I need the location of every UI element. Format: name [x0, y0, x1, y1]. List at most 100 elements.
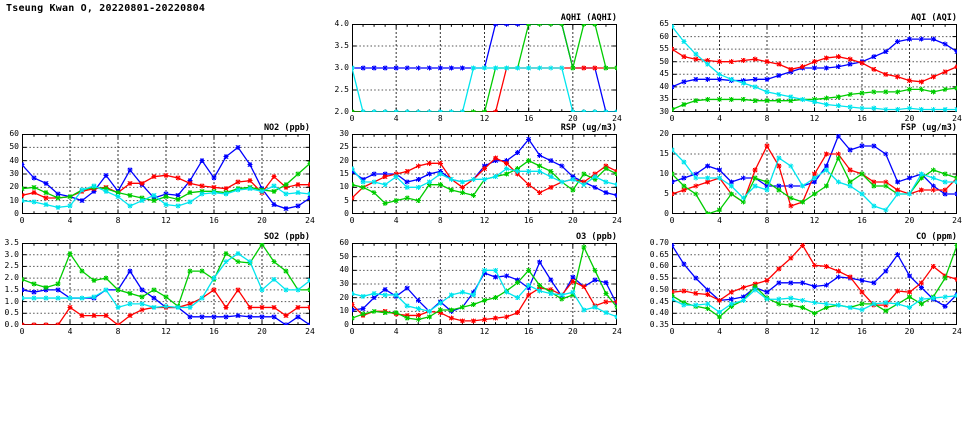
panel-fsp: FSP (ug/m3) 0 5 10 15 20 0 4 8 12 16 20 24	[659, 123, 961, 225]
x-tick-label: 8	[437, 114, 443, 123]
panel-title-fsp: FSP (ug/m3)	[900, 123, 957, 133]
x-tick-label: 8	[764, 114, 770, 123]
y-tick-label: 10	[9, 195, 19, 205]
y-tick-label: 40	[9, 155, 19, 165]
x-tick-label: 0	[349, 327, 355, 336]
y-tick-label: 0.45	[649, 296, 669, 306]
x-tick-label: 24	[612, 216, 622, 225]
x-tick-label: 12	[161, 216, 171, 225]
y-tick-label: 20	[339, 155, 349, 165]
x-tick-label: 0	[669, 216, 675, 225]
y-tick-label: 5	[344, 195, 349, 205]
y-tick-label: 0.50	[649, 284, 669, 294]
panel-aqhi: AQHI (AQHI) 2.0 2.5 3.0 3.5 4.0 0 4 8 12 16 20 24	[335, 13, 622, 123]
y-tick-label: 0.0	[4, 320, 19, 329]
x-tick-label: 0	[669, 327, 675, 336]
y-tick-label: 3.0	[334, 63, 349, 72]
x-tick-label: 8	[437, 327, 443, 336]
y-tick-label: 15	[339, 169, 349, 178]
y-tick-label: 0.35	[649, 320, 669, 329]
plot-area-aqhi	[352, 24, 617, 112]
x-tick-label: 4	[393, 327, 399, 336]
x-tick-label: 0	[19, 327, 25, 336]
x-tick-label: 4	[717, 327, 722, 336]
panel-no2: NO2 (ppb) 0 10 20 30 40 50 60 0 4 8 12 16 20 24	[9, 123, 314, 225]
panel-title-aqhi: AQHI (AQHI)	[560, 13, 617, 23]
y-tick-label: 3.5	[4, 238, 19, 247]
x-tick-label: 4	[717, 114, 722, 123]
y-tick-label: 0.65	[649, 249, 669, 259]
y-tick-label: 3.5	[334, 41, 349, 50]
y-tick-label: 20	[9, 182, 19, 192]
y-tick-label: 0.40	[649, 308, 669, 318]
x-tick-label: 24	[952, 114, 962, 123]
x-tick-label: 16	[523, 327, 534, 336]
x-tick-label: 16	[209, 216, 219, 225]
y-tick-label: 25	[339, 142, 349, 152]
x-tick-label: 0	[349, 216, 355, 225]
panel-rsp: RSP (ug/m3) 0 5 10 15 20 25 30 0 4 8 12 16 20 24	[339, 123, 621, 225]
plot-area-co	[672, 243, 957, 325]
panel-co: CO (ppm) 0.35 0.40 0.45 0.50 0.55 0.60 0.65 0.70…	[650, 232, 962, 336]
y-tick-label: 10	[339, 182, 349, 192]
x-tick-label: 20	[568, 216, 578, 225]
x-tick-label: 0	[19, 216, 25, 225]
plot-area-rsp	[352, 134, 617, 214]
plot-area-no2	[22, 134, 310, 214]
x-tick-label: 24	[952, 216, 962, 225]
x-tick-label: 8	[115, 327, 121, 336]
y-tick-label: 30	[339, 129, 349, 138]
plot-area-o3	[352, 243, 617, 325]
x-tick-label: 4	[393, 114, 399, 123]
panel-title-rsp: RSP (ug/m3)	[560, 123, 617, 133]
y-tick-label: 2.5	[4, 261, 19, 271]
y-tick-label: 3.0	[4, 249, 19, 259]
x-tick-label: 12	[479, 216, 490, 225]
page-title: Tseung Kwan O, 20220801-20220804	[6, 3, 206, 14]
x-tick-label: 16	[857, 216, 867, 225]
y-tick-label: 0	[344, 209, 349, 218]
y-tick-label: 5	[664, 189, 669, 198]
x-tick-label: 20	[904, 327, 915, 336]
panel-title-o3: O3 (ppb)	[576, 232, 617, 242]
x-tick-label: 24	[612, 327, 622, 336]
y-tick-label: 50	[659, 56, 669, 66]
x-tick-label: 20	[257, 216, 267, 225]
x-tick-label: 12	[479, 327, 490, 336]
y-tick-label: 2.0	[334, 107, 349, 116]
y-tick-label: 0	[664, 209, 669, 218]
x-tick-label: 0	[669, 114, 675, 123]
x-tick-label: 16	[523, 114, 534, 123]
x-tick-label: 20	[257, 327, 267, 336]
x-tick-label: 20	[568, 114, 578, 123]
y-tick-label: 30	[9, 169, 19, 178]
y-tick-label: 65	[659, 19, 669, 28]
x-tick-label: 4	[717, 216, 722, 225]
y-tick-label: 2.5	[334, 85, 349, 94]
x-tick-label: 16	[523, 216, 534, 225]
x-tick-label: 20	[568, 327, 578, 336]
x-tick-label: 12	[809, 327, 820, 336]
panel-so2: SO2 (ppb) 0.0 0.5 1.0 1.5 2.0 2.5 3.0 3.5 0 4 8 12 16…	[5, 232, 315, 336]
x-tick-label: 16	[209, 327, 219, 336]
y-tick-label: 0	[14, 209, 19, 218]
x-tick-label: 16	[857, 327, 867, 336]
y-tick-label: 35	[659, 94, 669, 104]
y-tick-label: 2.0	[4, 273, 19, 283]
y-tick-label: 60	[339, 238, 349, 247]
x-tick-label: 0	[349, 114, 355, 123]
x-tick-label: 8	[764, 216, 770, 225]
x-tick-label: 4	[393, 216, 399, 225]
x-tick-label: 4	[67, 327, 73, 336]
x-tick-label: 12	[479, 114, 490, 123]
y-tick-label: 15	[659, 149, 669, 158]
y-tick-label: 0.60	[649, 261, 669, 271]
plot-area-aqi	[672, 24, 957, 112]
panel-title-aqi: AQI (AQI)	[910, 13, 957, 23]
x-tick-label: 24	[305, 216, 315, 225]
x-tick-label: 24	[305, 327, 315, 336]
x-tick-label: 20	[904, 114, 915, 123]
y-tick-label: 40	[339, 265, 349, 275]
y-tick-label: 30	[339, 279, 349, 288]
